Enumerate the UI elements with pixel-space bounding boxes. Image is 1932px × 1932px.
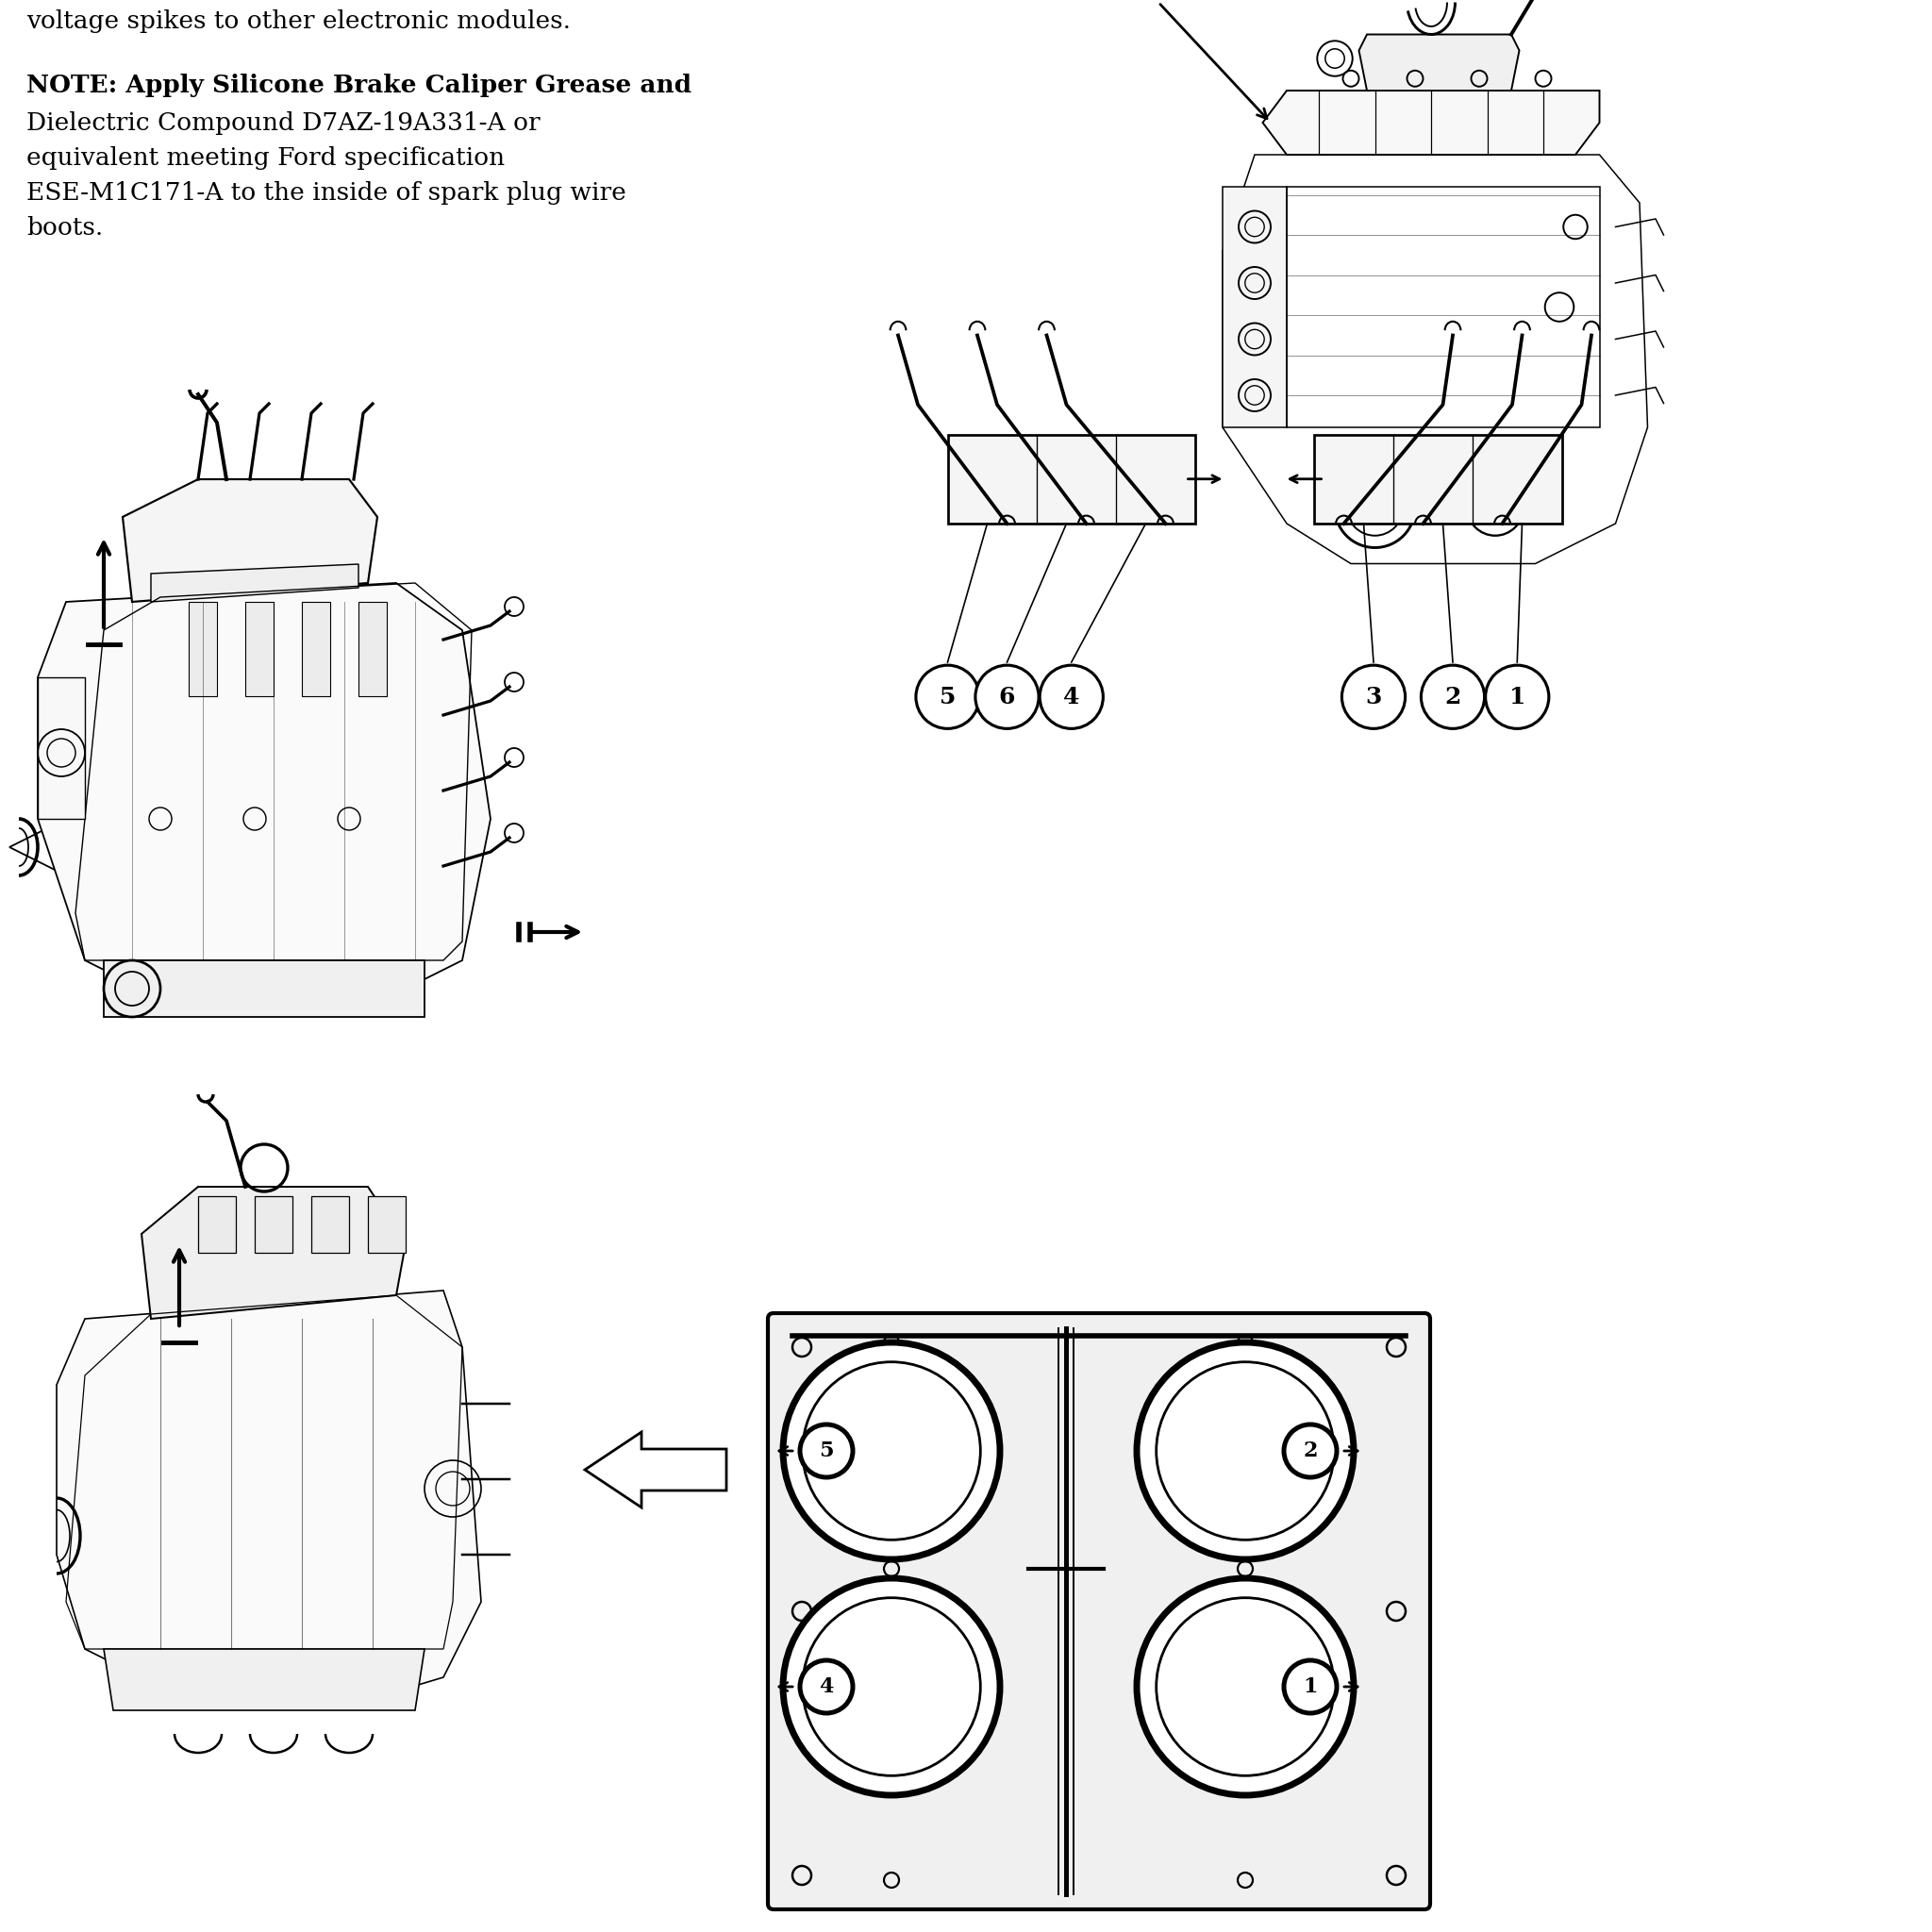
Text: 6: 6 [999,686,1014,709]
Polygon shape [104,960,425,1016]
Circle shape [1486,665,1549,728]
Circle shape [782,1343,1001,1559]
Text: voltage spikes to other electronic modules.: voltage spikes to other electronic modul… [27,10,570,33]
Text: ESE-M1C171-A to the inside of spark plug wire: ESE-M1C171-A to the inside of spark plug… [27,182,626,205]
Text: 2: 2 [1445,686,1461,709]
Text: boots.: boots. [27,216,102,240]
Polygon shape [39,583,491,1007]
Polygon shape [10,823,85,871]
Text: 4: 4 [819,1677,833,1696]
Text: 5: 5 [819,1441,835,1461]
Polygon shape [947,435,1196,524]
Polygon shape [104,1650,425,1710]
Text: 1: 1 [1302,1677,1318,1696]
Text: Dielectric Compound D7AZ-19A331-A or: Dielectric Compound D7AZ-19A331-A or [27,112,541,135]
Polygon shape [301,603,330,696]
Polygon shape [189,603,216,696]
Circle shape [1422,665,1484,728]
Polygon shape [56,1291,481,1706]
Circle shape [976,665,1039,728]
Circle shape [916,665,980,728]
Polygon shape [1223,187,1287,427]
Circle shape [1039,665,1103,728]
Text: 1: 1 [1509,686,1526,709]
Polygon shape [359,603,386,696]
Polygon shape [1264,91,1600,155]
Polygon shape [122,479,377,603]
Circle shape [800,1660,852,1714]
FancyBboxPatch shape [767,1314,1430,1909]
Text: NOTE: Apply Silicone Brake Caliper Grease and: NOTE: Apply Silicone Brake Caliper Greas… [27,73,692,97]
Polygon shape [1314,435,1561,524]
Circle shape [1136,1578,1354,1795]
Polygon shape [311,1196,350,1252]
Polygon shape [199,1196,236,1252]
Polygon shape [367,1196,406,1252]
Polygon shape [255,1196,292,1252]
Circle shape [1285,1424,1337,1478]
Text: 2: 2 [1302,1441,1318,1461]
Polygon shape [151,564,359,603]
Circle shape [782,1578,1001,1795]
Polygon shape [1358,35,1519,91]
Circle shape [1343,665,1405,728]
Polygon shape [141,1186,406,1320]
Circle shape [1136,1343,1354,1559]
Circle shape [1285,1660,1337,1714]
Text: 5: 5 [939,686,956,709]
Text: equivalent meeting Ford specification: equivalent meeting Ford specification [27,147,504,170]
Text: 3: 3 [1366,686,1381,709]
Polygon shape [245,603,274,696]
Polygon shape [39,678,85,819]
Polygon shape [585,1432,726,1507]
Text: 4: 4 [1063,686,1080,709]
Circle shape [800,1424,852,1478]
